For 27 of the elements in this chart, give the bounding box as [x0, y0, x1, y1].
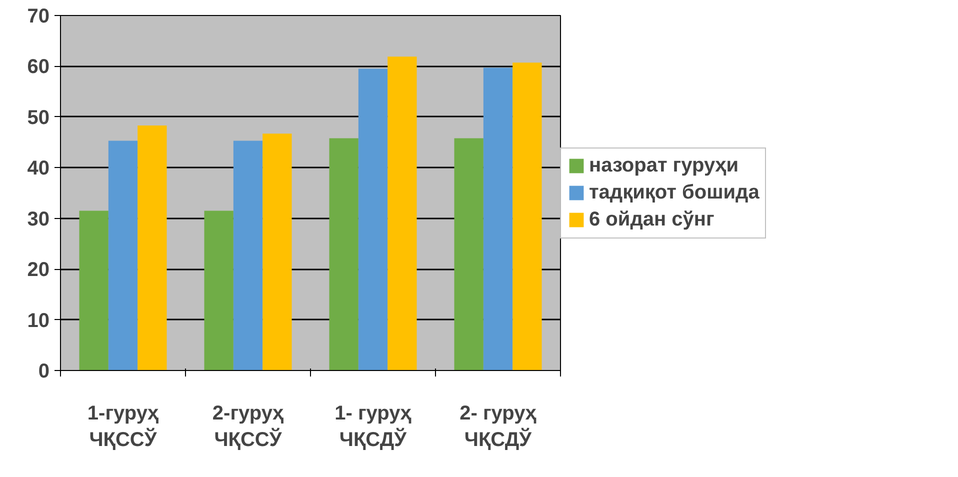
y-tick-label: 70	[27, 6, 50, 28]
y-tick-label: 20	[27, 259, 50, 282]
x-tick-label: 1-гуруҳ ЧҚССЎ	[87, 402, 159, 451]
bar	[358, 68, 388, 370]
y-tick-label: 0	[38, 360, 50, 382]
bar	[204, 210, 234, 370]
y-tick-label: 10	[27, 310, 50, 332]
y-tick-label: 30	[27, 208, 50, 230]
x-tick-label: 2-гуруҳ ЧҚССЎ	[212, 402, 284, 451]
bar	[329, 138, 358, 370]
x-tick-label: 1- гуруҳ ЧҚСДЎ	[334, 402, 412, 451]
y-tick-label: 50	[27, 106, 50, 129]
bar	[108, 140, 138, 370]
legend-label: 6 ойдан сўнг	[589, 208, 714, 231]
bar	[454, 138, 484, 370]
bar	[483, 68, 513, 370]
bar	[233, 140, 263, 370]
bar	[262, 134, 292, 370]
y-tick-label: 40	[27, 158, 50, 180]
legend-label: тадқиқот бошида	[589, 181, 760, 204]
x-tick-label: 2- гуруҳ ЧҚСДЎ	[460, 402, 536, 451]
bar	[79, 210, 108, 370]
bar	[138, 126, 167, 370]
legend-label: назорат гуруҳи	[589, 154, 738, 177]
y-tick-label: 60	[27, 56, 50, 78]
bar	[388, 56, 417, 370]
bar	[512, 62, 542, 370]
